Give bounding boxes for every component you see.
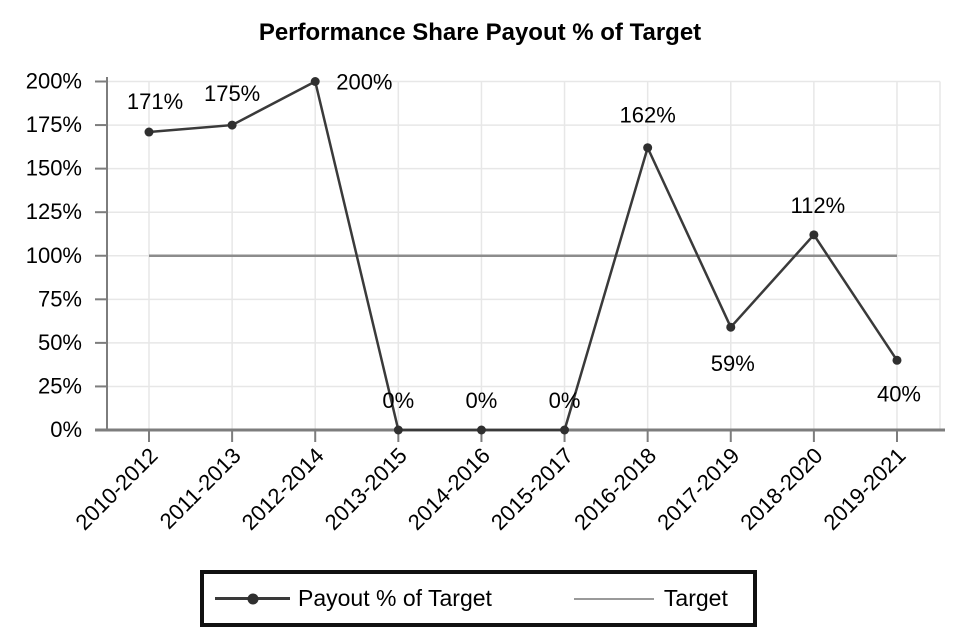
- y-tick-label: 200%: [26, 69, 82, 94]
- data-label: 59%: [711, 351, 755, 376]
- axes: [95, 77, 945, 442]
- marker-dot-icon: [247, 593, 258, 604]
- x-tick-label: 2010-2012: [70, 443, 162, 535]
- data-point: [560, 425, 570, 435]
- x-tick-label: 2014-2016: [403, 443, 495, 535]
- legend-label-target: Target: [663, 585, 728, 611]
- payout-line-sample-icon: [215, 593, 290, 604]
- data-point: [393, 425, 403, 435]
- data-point: [643, 143, 653, 153]
- legend-label-payout: Payout % of Target: [298, 585, 492, 611]
- y-tick-label: 175%: [26, 112, 82, 137]
- data-point: [476, 425, 486, 435]
- data-point: [892, 355, 902, 365]
- legend-item-payout: Payout % of Target: [215, 585, 492, 612]
- data-label: 0%: [382, 388, 414, 413]
- y-tick-label: 100%: [26, 243, 82, 268]
- y-tick-label: 0%: [50, 417, 82, 442]
- data-label: 162%: [620, 103, 676, 128]
- data-point: [227, 120, 237, 130]
- x-tick-label: 2011-2013: [155, 443, 246, 534]
- x-tick-label: 2018-2020: [735, 443, 827, 535]
- data-label: 171%: [127, 89, 183, 114]
- payout-series-line: [148, 80, 899, 432]
- data-point: [144, 127, 154, 137]
- data-point: [726, 322, 736, 332]
- data-label: 0%: [549, 388, 581, 413]
- data-point: [310, 77, 320, 86]
- y-tick-label: 125%: [26, 199, 82, 224]
- x-tick-label: 2013-2015: [320, 443, 412, 535]
- data-label: 0%: [466, 388, 498, 413]
- x-tick-label: 2012-2014: [237, 443, 329, 535]
- chart-title: Performance Share Payout % of Target: [258, 19, 702, 46]
- data-label: 175%: [204, 81, 260, 106]
- x-tick-label: 2019-2021: [818, 443, 910, 535]
- y-tick-label: 50%: [38, 330, 82, 355]
- legend-item-target: Target: [573, 585, 728, 612]
- y-tick-label: 150%: [26, 156, 82, 181]
- x-tick-label: 2016-2018: [569, 443, 661, 535]
- y-tick-label: 75%: [38, 286, 82, 311]
- data-label: 112%: [791, 193, 846, 218]
- data-label: 40%: [877, 381, 921, 406]
- data-point: [809, 230, 819, 240]
- target-line-sample-icon: [573, 597, 654, 600]
- legend: Payout % of Target Target: [200, 570, 757, 627]
- x-tick-label: 2017-2019: [652, 443, 744, 535]
- x-tick-label: 2015-2017: [486, 443, 578, 535]
- y-tick-label: 25%: [38, 373, 82, 398]
- data-label: 200%: [336, 70, 392, 95]
